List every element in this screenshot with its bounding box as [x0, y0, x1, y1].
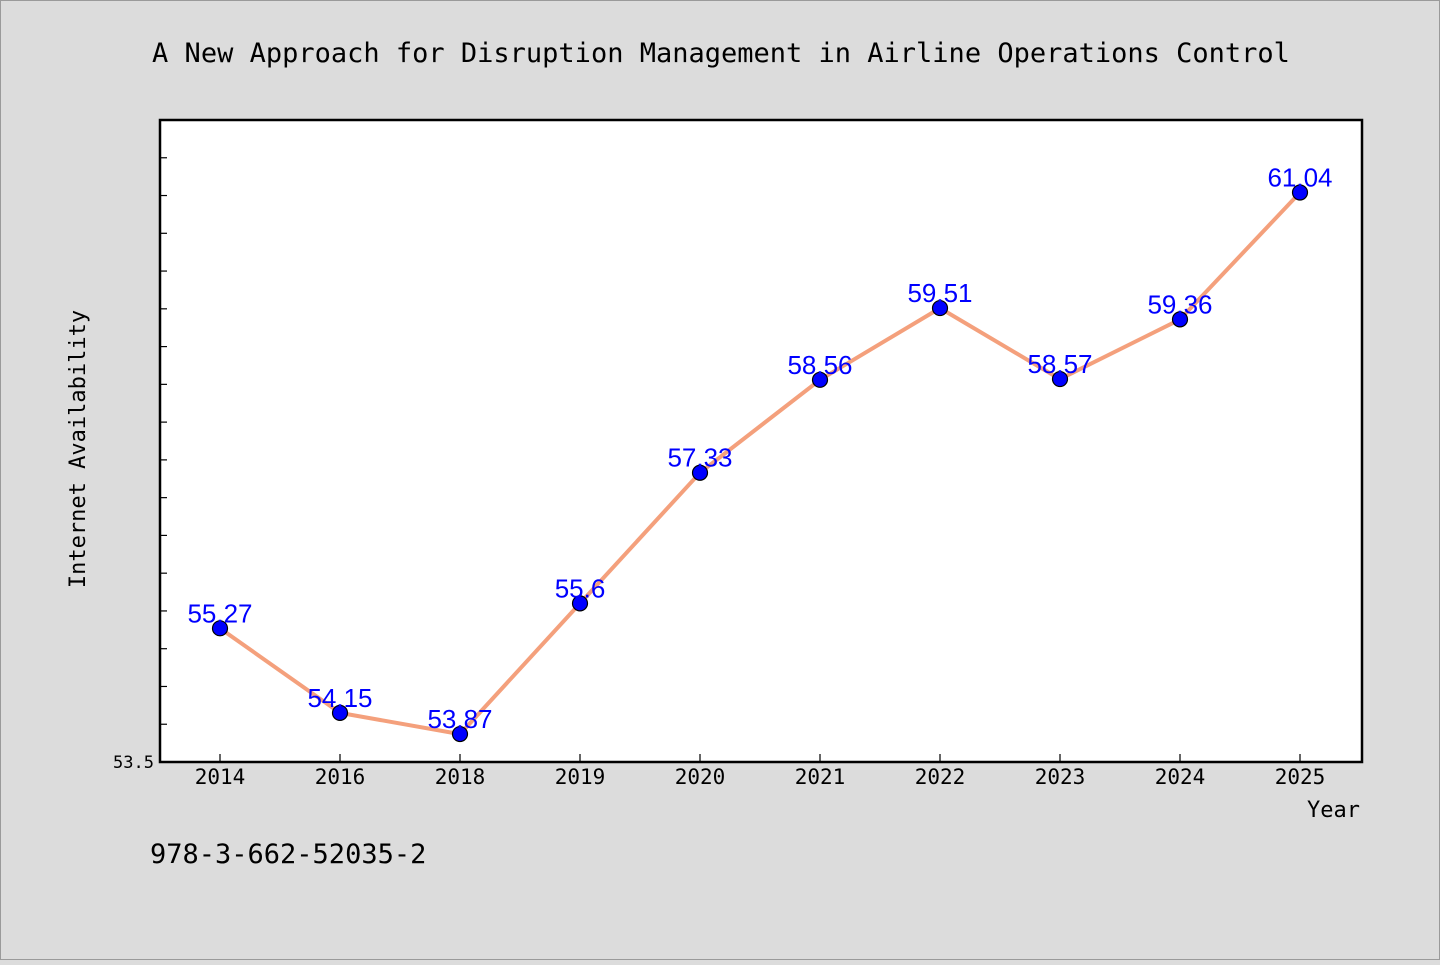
x-tick-label: 2022	[915, 765, 966, 789]
data-label: 59.36	[1147, 289, 1212, 319]
chart-title: A New Approach for Disruption Management…	[152, 38, 1290, 69]
data-label: 53.87	[427, 704, 492, 734]
x-tick-label: 2019	[555, 765, 606, 789]
data-point	[1291, 184, 1309, 201]
x-tick-label: 2016	[315, 765, 366, 789]
y-axis-tick-labels: 53.5	[113, 753, 154, 773]
data-point	[331, 704, 349, 722]
x-tick-label: 2014	[195, 765, 246, 789]
x-tick-label: 2021	[795, 765, 846, 789]
data-labels: 55.27 54.15 53.87 55.6 57.33 58.56 59.51 58.57 5…	[187, 163, 1332, 735]
x-tick-label: 2018	[435, 765, 486, 789]
data-point	[811, 371, 829, 388]
data-point	[451, 725, 469, 743]
data-point	[1171, 311, 1189, 328]
data-label: 57.33	[667, 443, 732, 473]
x-tick-label: 2025	[1275, 765, 1326, 789]
data-point	[931, 299, 949, 317]
plot-area	[158, 118, 1364, 764]
data-label: 59.51	[907, 278, 972, 308]
series-markers	[211, 184, 1309, 743]
data-label: 61.04	[1267, 163, 1332, 193]
data-point	[691, 464, 709, 481]
data-point	[211, 620, 229, 637]
series-internet-availability: 55.27 54.15 53.87 55.6 57.33 58.56 59.51 58.57 5…	[187, 163, 1333, 743]
y-axis-label: Internet Availability	[66, 310, 91, 588]
x-axis-label: Year	[1307, 798, 1360, 823]
data-label: 58.57	[1027, 349, 1092, 379]
y-axis-ticks	[160, 157, 167, 725]
x-axis-tick-labels: 2014 2016 2018 2019 2020 2021 2022 2023 2024 2025	[195, 765, 1326, 789]
x-axis-ticks	[219, 754, 1301, 762]
data-label: 55.6	[555, 573, 606, 603]
y-tick-label: 53.5	[113, 753, 154, 773]
data-label: 55.27	[187, 598, 252, 628]
series-line	[218, 190, 1302, 737]
data-point	[1051, 370, 1069, 388]
footnote-isbn: 978-3-662-52035-2	[150, 839, 426, 870]
data-point	[571, 595, 589, 612]
data-label: 58.56	[787, 350, 852, 380]
x-tick-label: 2023	[1035, 765, 1086, 789]
data-label: 54.15	[307, 683, 372, 713]
x-tick-label: 2024	[1155, 765, 1206, 789]
x-tick-label: 2020	[675, 765, 726, 789]
